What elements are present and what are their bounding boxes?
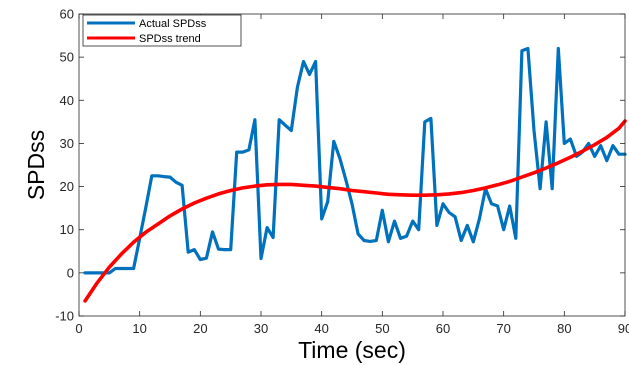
x-tick-label: 90 (618, 321, 629, 336)
y-tick-label: 0 (67, 265, 74, 280)
y-tick-label: -10 (55, 309, 74, 324)
x-tick-label: 50 (375, 321, 389, 336)
y-axis-label: SPDss (23, 130, 49, 200)
x-tick-label: 0 (75, 321, 82, 336)
x-tick-label: 10 (132, 321, 146, 336)
x-tick-label: 70 (496, 321, 510, 336)
y-tick-label: 40 (60, 93, 74, 108)
x-tick-label: 40 (314, 321, 328, 336)
legend: Actual SPDss SPDss trend (82, 14, 242, 47)
plot-area (79, 14, 625, 316)
y-tick-label: 50 (60, 50, 74, 65)
x-axis-label: Time (sec) (298, 337, 406, 363)
axes-layer (78, 13, 626, 317)
legend-box (82, 14, 242, 47)
x-tick-label: 30 (254, 321, 268, 336)
axes-frame (78, 13, 626, 317)
legend-label-spdss-trend: SPDss trend (139, 33, 201, 45)
x-tick-label: 60 (436, 321, 450, 336)
legend-label-actual-spdss: Actual SPDss (139, 18, 207, 30)
y-tick-label: 10 (60, 222, 74, 237)
x-tick-label: 80 (557, 321, 571, 336)
y-tick-label: 30 (60, 136, 74, 151)
x-tick-label: 20 (193, 321, 207, 336)
y-tick-label: 60 (60, 7, 74, 22)
y-tick-label: 20 (60, 179, 74, 194)
series-line-spdss-trend (83, 119, 627, 303)
series-line-actual-spdss (83, 46, 627, 275)
series-layer (83, 46, 627, 303)
